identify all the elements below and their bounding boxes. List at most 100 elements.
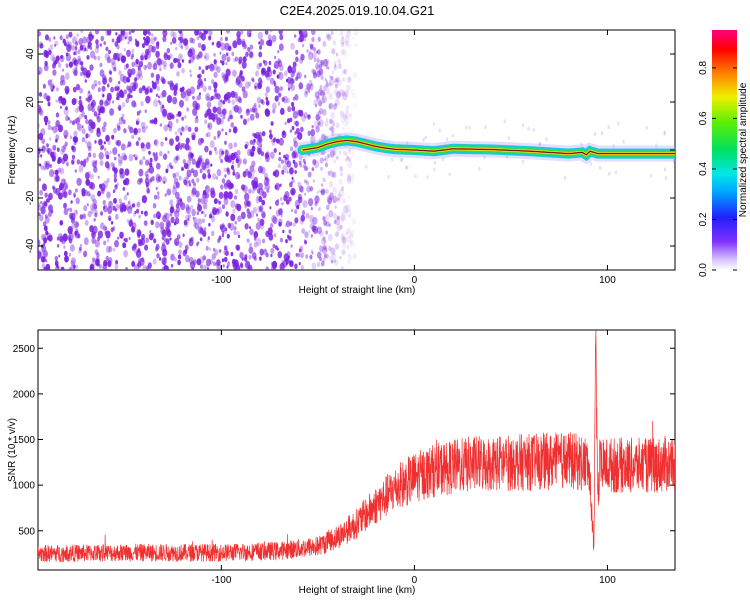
spectral-point [303,30,308,38]
spectral-point [127,41,130,45]
spectral-point [38,107,43,115]
spectral-point [38,249,42,257]
spectral-point [207,168,211,175]
spectral-point [337,197,341,203]
spectral-point [47,101,51,107]
spectral-point [298,154,303,161]
spectral-point [332,149,337,156]
spectral-point [290,208,294,213]
spectral-point [172,96,178,105]
spectral-point [176,197,182,206]
spectral-point [153,139,158,145]
spectral-point [124,168,130,176]
spectral-point [162,176,167,184]
spectral-point [55,120,60,128]
spectral-point [324,240,327,244]
spectral-point [345,41,349,47]
spectral-point [335,98,340,106]
spectral-point [322,108,327,116]
spectral-point [271,140,275,146]
spectral-point [212,173,217,180]
spectral-point [157,191,160,195]
spectral-point [324,247,328,252]
spectral-point [210,230,215,237]
spectral-point [614,170,618,175]
spectral-point [334,79,339,86]
spectral-point [270,223,274,228]
spectral-point [600,131,604,136]
spectral-point [272,69,276,75]
spectral-point [153,213,156,219]
spectral-point [189,37,194,44]
spectral-point [73,59,77,65]
spectral-point [205,264,209,269]
spectral-point [196,54,200,60]
spectral-point [292,159,296,164]
spectral-point [294,34,297,38]
spectral-point [622,139,625,144]
spectral-point [41,145,46,153]
spectral-point [317,251,322,259]
spectral-point [127,79,130,83]
spectral-point [202,210,205,214]
spectral-point [179,99,184,108]
spectral-point [137,229,142,237]
spectral-point [214,146,217,152]
spectral-point [257,31,263,40]
spectral-point [332,195,338,203]
spectral-point [103,41,106,46]
spectral-point [272,108,276,114]
spectral-point [116,182,119,186]
spectral-point [318,206,321,212]
spectral-point [249,228,254,236]
spectral-point [121,36,125,41]
spectral-point [286,118,291,124]
spectral-point [99,99,104,106]
spectral-point [100,187,105,194]
spectral-point [292,61,297,68]
spectral-point [202,255,207,261]
spectral-point [145,159,150,166]
spectral-point [593,132,597,137]
spectral-point [117,34,123,43]
spectral-point [286,256,291,264]
spectral-point [310,234,313,238]
spectral-point [295,127,300,135]
spectral-point [328,245,332,252]
spectral-point [81,128,86,135]
spectral-point [151,232,155,238]
spectral-point [167,81,170,85]
spectral-point [240,30,244,35]
spectral-point [62,153,69,162]
colorbar-label: Normalized spectral amplitude [738,82,749,217]
spectral-point [672,159,675,164]
spectral-point [400,157,404,162]
spectral-point [93,55,97,60]
spectral-point [302,30,308,38]
spectral-point [240,262,243,267]
spectral-point [350,88,356,96]
spectral-point [266,188,270,193]
spectral-point [235,158,239,164]
spectral-point [290,84,296,92]
spectral-point [336,155,339,160]
spectral-point [227,153,232,160]
spectral-point [293,140,298,148]
y-tick-label: -40 [25,238,36,253]
spectral-point [73,69,78,77]
spectral-point [265,100,270,106]
spectral-point [53,36,56,40]
spectral-point [325,117,329,122]
spectral-point [40,165,44,170]
spectral-point [97,105,102,113]
spectral-point [115,184,118,188]
spectral-point [182,159,186,164]
spectral-point [172,187,178,196]
spectral-point [90,203,95,211]
spectral-point [111,38,115,43]
spectral-point [63,129,69,138]
spectral-point [204,213,207,218]
spectral-point [98,138,103,146]
spectral-point [325,230,328,235]
spectral-point [162,35,167,42]
